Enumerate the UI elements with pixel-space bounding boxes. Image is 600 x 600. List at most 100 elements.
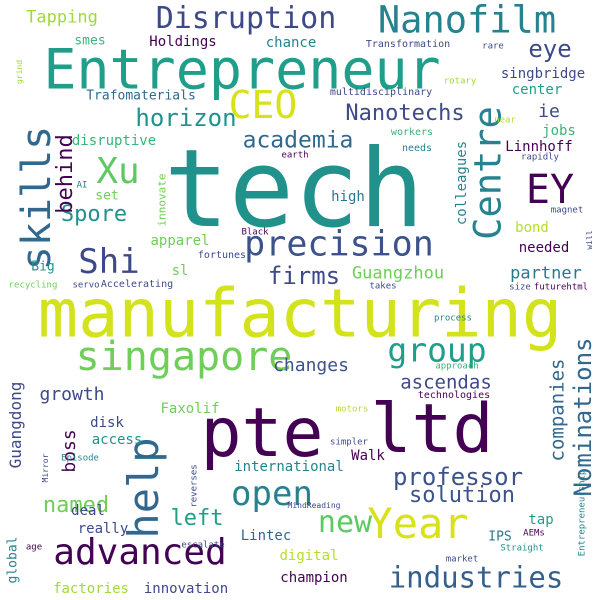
word-size: size <box>509 282 531 293</box>
word-near: near <box>494 115 516 126</box>
word-reverses: reverses <box>189 464 200 508</box>
word-center: center <box>511 82 563 98</box>
word-high: high <box>331 189 365 205</box>
word-precision: precision <box>244 224 434 265</box>
word-disk: disk <box>90 415 124 431</box>
word-centre: Centre <box>466 106 510 240</box>
word-really: really <box>77 521 129 537</box>
word-entrepreneurship: Entrepreneurship <box>577 469 588 557</box>
word-growth: growth <box>39 384 105 405</box>
word-nanotechs: Nanotechs <box>345 101 465 126</box>
word-singapore: singapore <box>75 334 293 380</box>
word-faxolif: Faxolif <box>160 401 220 417</box>
word-ips: IPS <box>488 529 512 545</box>
word-factories: factories <box>53 581 129 597</box>
word-international: international <box>234 459 344 475</box>
word-innovation: innovation <box>143 581 229 597</box>
word-accelerating: Accelerating <box>100 279 174 290</box>
word-changes: changes <box>273 355 349 376</box>
word-market: market <box>445 554 479 565</box>
word-process: process <box>434 313 472 324</box>
word-nanofilm: Nanofilm <box>377 0 557 42</box>
word-eye: eye <box>528 35 572 63</box>
word-apparel: apparel <box>150 233 210 249</box>
word-ey: EY <box>525 167 575 213</box>
word-left: left <box>170 506 224 531</box>
word-group: group <box>387 330 487 370</box>
word-tap: tap <box>528 512 554 528</box>
word-year: Year <box>367 499 469 548</box>
word-jobs: jobs <box>542 123 576 139</box>
word-digital: digital <box>279 548 339 564</box>
word-episode: Episode <box>61 453 99 464</box>
word-walk: Walk <box>351 448 385 464</box>
word-smes: smes <box>74 33 106 49</box>
word-needs: needs <box>401 143 433 154</box>
word-pte: pte <box>200 394 324 473</box>
word-magnet: magnet <box>550 205 584 216</box>
word-colleagues: colleagues <box>454 140 470 226</box>
word-champion: champion <box>280 570 348 586</box>
word-industries: industries <box>388 560 564 595</box>
word-academia: academia <box>242 127 354 154</box>
word-ascendas: ascendas <box>400 371 492 394</box>
word-help: help <box>119 437 168 539</box>
word-spore: Spore <box>60 202 128 227</box>
word-tapping: Tapping <box>26 7 98 28</box>
word-shi: Shi <box>78 242 140 282</box>
word-rapidly: rapidly <box>521 152 559 163</box>
word-deal: deal <box>71 503 105 519</box>
word-fortunes: fortunes <box>197 250 247 261</box>
word-sl: sl <box>171 263 189 279</box>
word-advanced: advanced <box>53 532 227 573</box>
word-mirror: Mirror <box>41 453 50 483</box>
word-open: open <box>231 474 313 514</box>
word-trafomaterials: Trafomaterials <box>86 88 196 104</box>
word-motors: motors <box>335 404 369 415</box>
word-guangzhou: Guangzhou <box>351 263 445 284</box>
word-takes: takes <box>369 281 397 292</box>
word-needed: needed <box>518 240 570 256</box>
word-earth: earth <box>281 150 309 161</box>
word-partner: partner <box>510 263 582 284</box>
word-will: will <box>585 230 594 250</box>
word-tech: tech <box>163 127 425 252</box>
word-solution: solution <box>409 483 515 508</box>
word-ceo: CEO <box>228 83 298 127</box>
word-chance: chance <box>265 35 317 51</box>
word-professor: professor <box>392 463 524 491</box>
word-black: Black <box>241 227 269 238</box>
word-simpler: simpler <box>330 437 368 448</box>
word-disruption: Disruption <box>155 1 337 36</box>
word-companies: companies <box>546 358 569 462</box>
word-escalate: escalate <box>181 540 225 551</box>
word-global: global <box>5 536 21 584</box>
word-straight: Straight <box>500 543 544 554</box>
word-aems: AEMs <box>523 528 545 539</box>
word-linnhoff: Linnhoff <box>505 139 573 155</box>
word-ie: ie <box>538 101 560 122</box>
word-named: named <box>42 493 110 518</box>
word-firms: firms <box>267 262 341 290</box>
word-rotary: rotary <box>443 76 477 87</box>
word-new: new <box>317 505 373 540</box>
word-boss: boss <box>59 429 80 473</box>
word-workers: workers <box>390 127 434 138</box>
word-access: access <box>91 432 143 448</box>
word-xu: Xu <box>96 151 140 192</box>
word-lintec: Lintec <box>240 528 292 544</box>
word-technologies: technologies <box>417 390 491 401</box>
word-recycling: recycling <box>8 280 58 291</box>
word-age: age <box>25 542 43 553</box>
word-ai: AI <box>76 180 88 191</box>
word-innovate: innovate <box>155 173 169 227</box>
word-set: set <box>95 188 119 204</box>
word-holdings: Holdings <box>149 34 217 50</box>
word-entrepreneur: Entrepreneur <box>43 37 441 102</box>
word-skills: skills <box>14 125 60 271</box>
word-guangdong: Guangdong <box>6 381 25 469</box>
word-ltd: ltd <box>370 390 494 469</box>
word-horizon: horizon <box>135 104 237 132</box>
word-transformation: Transformation <box>365 39 451 50</box>
